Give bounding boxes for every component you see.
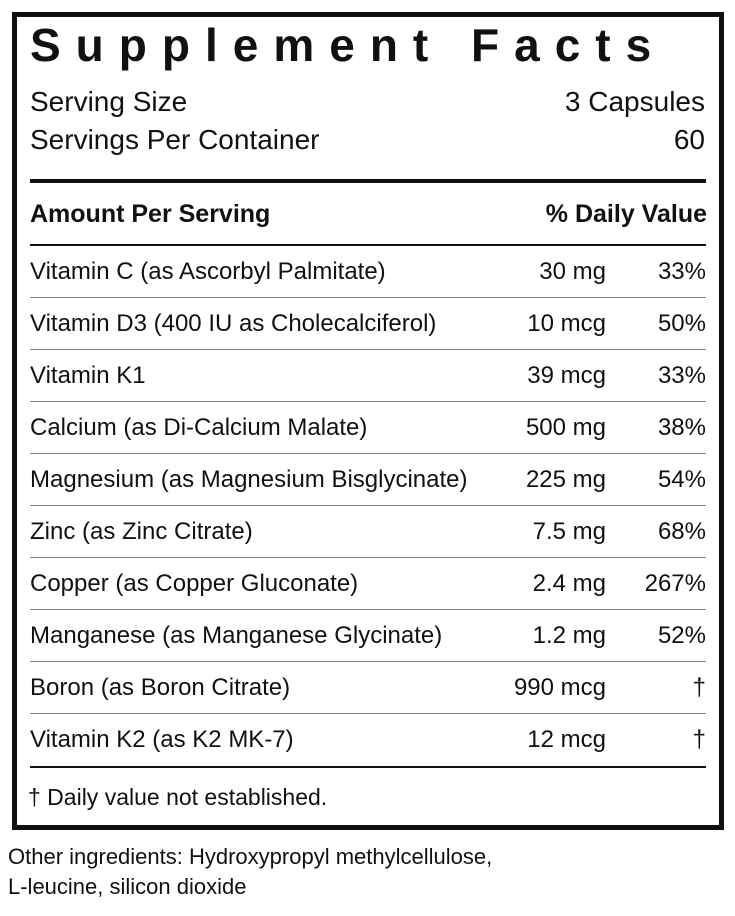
footnote: † Daily value not established. — [28, 784, 328, 810]
row-rule — [30, 505, 706, 506]
nutrient-dv: † — [692, 674, 706, 701]
serving-size-value: 3 Capsules — [564, 86, 705, 117]
facts-box — [12, 12, 724, 830]
nutrient-amount: 225 mg — [525, 466, 606, 493]
nutrient-dv: 33% — [657, 258, 706, 285]
nutrient-dv: 33% — [657, 362, 706, 389]
dv-header: % Daily Value — [545, 200, 707, 228]
nutrient-dv: 38% — [657, 414, 706, 441]
servings-label: Servings Per Container — [30, 124, 320, 155]
nutrient-name: Vitamin K2 (as K2 MK-7) — [30, 726, 294, 753]
amount-header: Amount Per Serving — [30, 200, 271, 228]
rule — [30, 766, 706, 768]
nutrient-amount: 500 mg — [525, 414, 606, 441]
nutrient-name: Manganese (as Manganese Glycinate) — [30, 622, 443, 649]
row-rule — [30, 557, 706, 558]
nutrient-amount: 990 mcg — [513, 674, 606, 701]
nutrient-amount: 7.5 mg — [532, 518, 606, 545]
row-rule — [30, 401, 706, 402]
other-ingredients: L-leucine, silicon dioxide — [8, 874, 247, 899]
nutrient-dv: 267% — [644, 570, 706, 597]
nutrient-amount: 39 mcg — [527, 362, 606, 389]
nutrient-name: Vitamin C (as Ascorbyl Palmitate) — [30, 258, 386, 285]
nutrient-amount: 1.2 mg — [532, 622, 606, 649]
other-ingredients: Other ingredients: Hydroxypropyl methylc… — [8, 844, 493, 869]
row-rule — [30, 713, 706, 714]
row-rule — [30, 609, 706, 610]
rule — [30, 179, 706, 183]
nutrient-name: Vitamin D3 (400 IU as Cholecalciferol) — [30, 310, 437, 337]
row-rule — [30, 297, 706, 298]
row-rule — [30, 453, 706, 454]
nutrient-amount: 10 mcg — [527, 310, 606, 337]
title: Supplement Facts — [30, 19, 667, 71]
nutrient-dv: † — [692, 726, 706, 753]
nutrient-dv: 68% — [657, 518, 706, 545]
rule — [30, 244, 706, 246]
nutrient-dv: 50% — [657, 310, 706, 337]
servings-value: 60 — [673, 124, 705, 155]
nutrient-name: Calcium (as Di-Calcium Malate) — [30, 414, 368, 441]
serving-size-label: Serving Size — [30, 86, 188, 117]
nutrient-amount: 30 mg — [539, 258, 606, 285]
nutrient-dv: 52% — [657, 622, 706, 649]
nutrient-name: Zinc (as Zinc Citrate) — [30, 518, 253, 545]
row-rule — [30, 661, 706, 662]
nutrient-name: Magnesium (as Magnesium Bisglycinate) — [30, 466, 468, 493]
nutrient-name: Copper (as Copper Gluconate) — [30, 570, 359, 597]
nutrient-name: Boron (as Boron Citrate) — [30, 674, 291, 701]
nutrient-amount: 2.4 mg — [532, 570, 606, 597]
nutrient-amount: 12 mcg — [527, 726, 606, 753]
nutrient-name: Vitamin K1 — [30, 362, 146, 389]
row-rule — [30, 349, 706, 350]
nutrient-dv: 54% — [657, 466, 706, 493]
